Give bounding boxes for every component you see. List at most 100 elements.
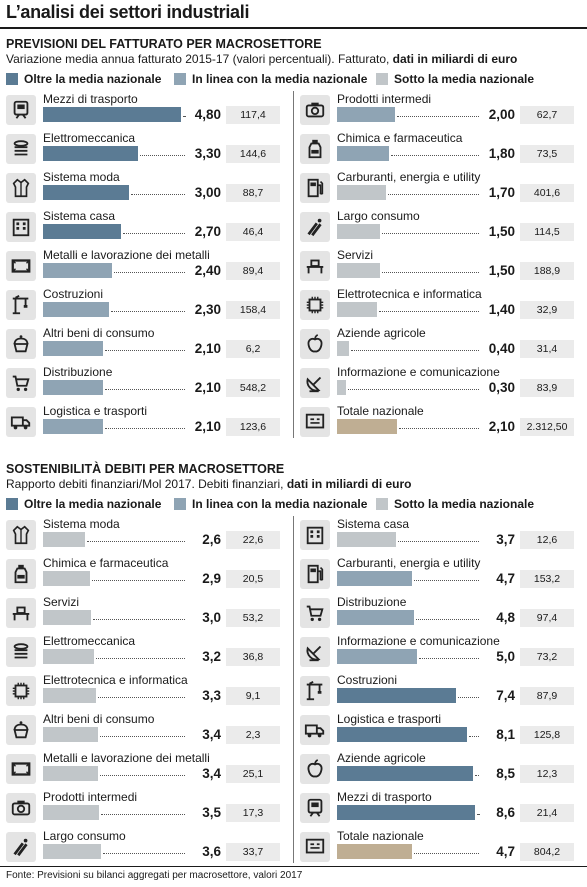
section-subtitle: Variazione media annua fatturato 2015-17… xyxy=(6,52,517,66)
legend-item-oltre: Oltre la media nazionale xyxy=(6,497,161,511)
leader-line xyxy=(382,272,479,273)
cart-icon xyxy=(6,368,36,398)
total-icon xyxy=(300,832,330,862)
leader-line xyxy=(469,736,479,737)
sector-label: Totale nazionale xyxy=(337,829,424,843)
sector-label: Costruzioni xyxy=(337,673,398,687)
legend: Oltre la media nazionale In linea con la … xyxy=(6,497,581,513)
sector-label: Elettrotecnica e informatica xyxy=(337,287,482,301)
sector-row: Costruzioni 2,30 158,4 xyxy=(5,286,293,324)
sector-label: Chimica e farmaceutica xyxy=(337,131,463,145)
bar-linea xyxy=(337,571,412,586)
sector-label: Carburanti, energia e utility xyxy=(337,556,481,570)
camera-icon xyxy=(6,793,36,823)
bar-sotto xyxy=(337,532,396,547)
section-title: PREVISIONI DEL FATTURATO PER MACROSETTOR… xyxy=(6,37,322,51)
sector-label: Sistema moda xyxy=(43,170,120,184)
bar-value: 4,7 xyxy=(496,844,515,859)
amount-box: 46,4 xyxy=(226,223,280,241)
bar-value: 2,9 xyxy=(202,571,221,586)
section-title: SOSTENIBILITÀ DEBITI PER MACROSETTORE xyxy=(6,462,285,476)
sector-label: Elettrotecnica e informatica xyxy=(43,673,188,687)
bar-oltre xyxy=(43,107,181,122)
amount-box: 6,2 xyxy=(226,340,280,358)
fuel-pump-icon xyxy=(300,559,330,589)
leader-line xyxy=(105,389,185,390)
sector-row: Carburanti, energia e utility 1,70 401,6 xyxy=(299,169,587,207)
amount-box: 117,4 xyxy=(226,106,280,124)
truck-icon xyxy=(6,407,36,437)
bar-linea xyxy=(337,610,414,625)
amount-box: 401,6 xyxy=(520,184,574,202)
chip-icon xyxy=(300,290,330,320)
sector-row: Elettrotecnica e informatica 3,3 9,1 xyxy=(5,672,293,710)
leader-line xyxy=(114,272,185,273)
amount-box: 548,2 xyxy=(226,379,280,397)
leader-line xyxy=(100,775,185,776)
legend-item-oltre: Oltre la media nazionale xyxy=(6,72,161,86)
leader-line xyxy=(414,580,479,581)
sector-row: Altri beni di consumo 2,10 6,2 xyxy=(5,325,293,363)
leader-line xyxy=(348,389,479,390)
amount-box: 89,4 xyxy=(226,262,280,280)
sector-label: Largo consumo xyxy=(43,829,126,843)
source-note: Fonte: Previsioni su bilanci aggregati p… xyxy=(6,870,303,881)
amount-box: 144,6 xyxy=(226,145,280,163)
sector-row: Distribuzione 4,8 97,4 xyxy=(299,594,587,632)
sector-row: Totale nazionale 4,7 804,2 xyxy=(299,828,587,866)
leader-line xyxy=(458,697,479,698)
bar-totale xyxy=(337,844,412,859)
sector-row: Logistica e trasporti 8,1 125,8 xyxy=(299,711,587,749)
page-title: L’analisi dei settori industriali xyxy=(6,2,250,22)
jacket-icon xyxy=(6,173,36,203)
sector-label: Metalli e lavorazione dei metalli xyxy=(43,751,210,765)
amount-box: 804,2 xyxy=(520,843,574,861)
leader-line xyxy=(92,580,185,581)
amount-box: 53,2 xyxy=(226,609,280,627)
bar-value: 1,70 xyxy=(488,185,515,200)
amount-box: 87,9 xyxy=(520,687,574,705)
legend-swatch-linea xyxy=(174,73,186,85)
sector-row: Informazione e comunicazione 0,30 83,9 xyxy=(299,364,587,402)
bar-sotto xyxy=(337,341,349,356)
sector-row: Prodotti intermedi 3,5 17,3 xyxy=(5,789,293,827)
amount-box: 73,5 xyxy=(520,145,574,163)
bar-value: 8,6 xyxy=(496,805,515,820)
sector-row: Elettromeccanica 3,30 144,6 xyxy=(5,130,293,168)
sector-row: Elettrotecnica e informatica 1,40 32,9 xyxy=(299,286,587,324)
amount-box: 2.312,50 xyxy=(520,418,574,436)
legend: Oltre la media nazionale In linea con la … xyxy=(6,72,581,88)
bar-linea xyxy=(337,649,417,664)
amount-box: 12,6 xyxy=(520,531,574,549)
bar-linea xyxy=(43,302,109,317)
train-icon xyxy=(300,793,330,823)
bar-sotto xyxy=(43,688,96,703)
amount-box: 62,7 xyxy=(520,106,574,124)
legend-label-linea: In linea con la media nazionale xyxy=(192,497,368,511)
bar-sotto xyxy=(43,805,99,820)
amount-box: 36,8 xyxy=(226,648,280,666)
bar-value: 2,10 xyxy=(194,380,221,395)
bar-value: 1,50 xyxy=(488,263,515,278)
bar-value: 3,00 xyxy=(194,185,221,200)
leader-line xyxy=(379,311,479,312)
leader-line xyxy=(103,853,185,854)
sector-label: Altri beni di consumo xyxy=(43,326,155,340)
leader-line xyxy=(399,428,479,429)
bar-value: 5,0 xyxy=(496,649,515,664)
leader-line xyxy=(397,116,479,117)
bar-value: 2,6 xyxy=(202,532,221,547)
sector-row: Sistema moda 2,6 22,6 xyxy=(5,516,293,554)
bar-sotto xyxy=(43,727,98,742)
legend-label-sotto: Sotto la media nazionale xyxy=(394,497,535,511)
amount-box: 9,1 xyxy=(226,687,280,705)
amount-box: 188,9 xyxy=(520,262,574,280)
bar-sotto xyxy=(43,571,90,586)
fuel-pump-icon xyxy=(300,173,330,203)
train-icon xyxy=(6,95,36,125)
sector-row: Largo consumo 1,50 114,5 xyxy=(299,208,587,246)
leader-line xyxy=(351,350,479,351)
amount-box: 123,6 xyxy=(226,418,280,436)
bar-sotto xyxy=(337,224,380,239)
desk-icon xyxy=(300,251,330,281)
